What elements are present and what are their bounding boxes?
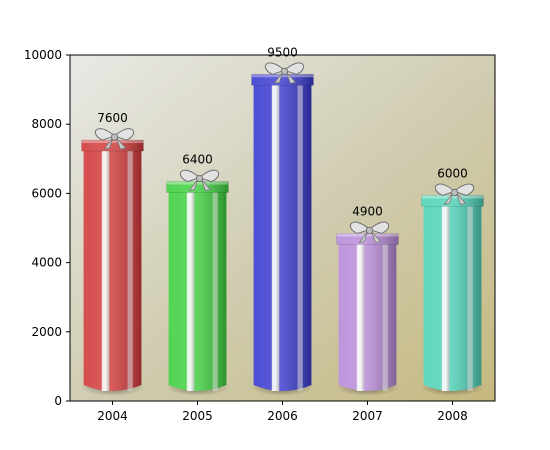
bar-ribbon-side: [212, 186, 218, 391]
y-tick-label: 10000: [24, 48, 62, 62]
bow-loop-right: [113, 128, 135, 141]
bar-lid-shading: [81, 140, 144, 152]
bar-body-shading: [168, 186, 227, 391]
bow-loop-right: [368, 221, 390, 234]
bar-value-label: 7600: [97, 111, 128, 125]
gift-bar: 6000: [420, 166, 485, 396]
bar-lid-shading: [336, 233, 399, 245]
bow-tail-left: [188, 179, 198, 192]
bar-ribbon-side: [467, 200, 473, 391]
bar-value-label: 6000: [437, 166, 468, 180]
bow-tail-left: [103, 137, 113, 150]
bow-loop-left: [179, 169, 201, 183]
bow-tail-left: [358, 231, 368, 244]
bar-lid-highlight: [421, 195, 484, 199]
bar-value-label: 6400: [182, 153, 213, 167]
bow-loop-left: [434, 183, 456, 196]
bar-lid-shading: [251, 74, 314, 86]
bar-body-shading: [253, 79, 312, 392]
bow-knot: [365, 226, 374, 235]
bar-body-shading: [423, 200, 482, 391]
bar-lid-shading: [421, 195, 484, 207]
bow-tail-right: [286, 72, 297, 84]
bow-loop-right: [453, 183, 475, 196]
bar-body-shading: [338, 238, 397, 391]
x-tick-label: 2006: [267, 409, 298, 423]
bar-value-label: 4900: [352, 204, 383, 218]
bar-ribbon-vertical: [186, 186, 195, 391]
y-tick-label: 2000: [31, 325, 62, 339]
gift-bar: 7600: [80, 111, 145, 396]
bars-group: 7600 6400 9500 4900 6000: [80, 45, 485, 396]
x-tick-label: 2007: [352, 409, 383, 423]
bow-knot: [195, 174, 204, 183]
x-tick-label: 2005: [182, 409, 213, 423]
bar-ribbon-side: [382, 238, 388, 391]
gift-bar: 6400: [165, 153, 230, 396]
y-tick-label: 6000: [31, 186, 62, 200]
bar-ribbon-vertical: [101, 145, 110, 391]
bar-lid-highlight: [336, 233, 399, 237]
bow-loop-left: [264, 62, 286, 75]
bow-knot: [110, 133, 119, 141]
y-tick-label: 4000: [31, 256, 62, 270]
bow-tail-right: [116, 137, 127, 150]
bow-tail-right: [456, 193, 467, 205]
bar-ribbon-side: [297, 79, 303, 392]
bow-tail-left: [273, 72, 283, 84]
bow-knot: [280, 67, 289, 75]
x-tick-label: 2004: [97, 409, 128, 423]
x-tick-label: 2008: [437, 409, 468, 423]
bar-value-label: 9500: [267, 45, 298, 59]
bow-loop-left: [94, 128, 116, 141]
y-axis: 0 2000 4000 6000 8000 10000: [24, 48, 70, 408]
bow-knot: [450, 188, 459, 196]
y-tick-label: 8000: [31, 117, 62, 131]
bow-tail-right: [371, 231, 382, 243]
bow-loop-right: [198, 169, 220, 183]
bar-lid-highlight: [166, 181, 229, 185]
bar-lid-shading: [166, 181, 229, 193]
bar-ribbon-side: [127, 145, 133, 391]
bar-ribbon-vertical: [441, 200, 450, 391]
bow-tail-right: [201, 179, 212, 192]
bar-ribbon-vertical: [271, 79, 280, 392]
plot-frame: [69, 54, 496, 402]
bow-tail-left: [443, 193, 453, 205]
x-axis: 2004 2005 2006 2007 2008: [97, 401, 468, 423]
bar-lid-highlight: [251, 74, 314, 78]
gift-bar: 4900: [335, 204, 400, 396]
bow-loop-left: [349, 221, 371, 234]
bow-loop-right: [283, 62, 305, 75]
bar-body-shading: [83, 145, 142, 391]
bar-ribbon-vertical: [356, 238, 365, 391]
y-tick-label: 0: [54, 394, 62, 408]
gift-bar: 9500: [250, 45, 315, 396]
bar-lid-highlight: [81, 140, 144, 144]
